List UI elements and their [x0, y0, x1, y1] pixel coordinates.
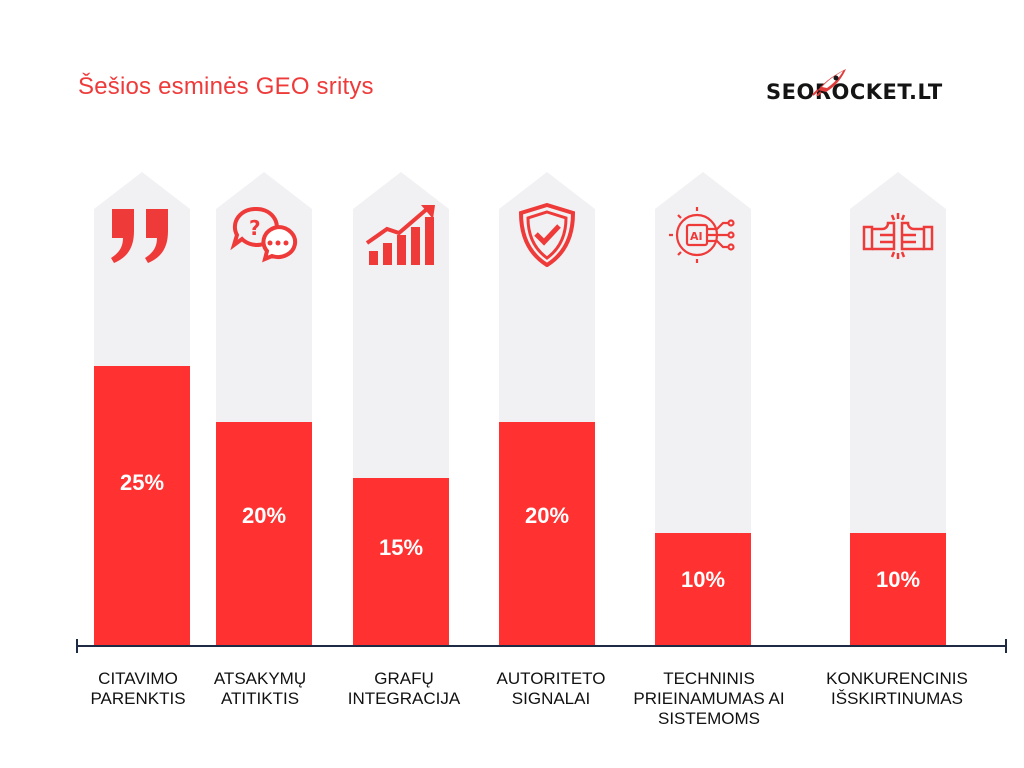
growth-chart-icon [365, 203, 437, 267]
category-label-line: IŠSKIRTINUMAS [831, 689, 963, 708]
category-label: ATSAKYMŲ ATITIKTIS [170, 669, 350, 709]
bar-column-5: AI 10% [655, 0, 751, 768]
chat-bubbles-icon: ? [228, 203, 300, 267]
chart-title: Šešios esminės GEO sritys [78, 73, 374, 100]
fist-bump-icon [862, 203, 934, 267]
bar-background-tip [94, 172, 190, 209]
x-axis-start-cap [76, 639, 78, 653]
logo-text: SEOROCKET.LT [766, 80, 943, 104]
category-label-line: PRIEINAMUMAS AI [633, 689, 785, 708]
shield-check-icon [511, 202, 583, 268]
category-label: AUTORITETO SIGNALAI [461, 669, 641, 709]
category-label-line: ATITIKTIS [220, 689, 300, 708]
bar-column-3: 15% [353, 0, 449, 768]
category-label-line: ATSAKYMŲ [213, 669, 307, 688]
bar-background-tip [499, 172, 595, 209]
x-axis-end-cap [1005, 639, 1007, 653]
category-label-line: AUTORITETO [496, 669, 606, 688]
bar-column-6: 10% [850, 0, 946, 768]
bar-column-1: 25% [94, 0, 190, 768]
bar [216, 421, 312, 645]
category-label-line: SIGNALAI [511, 689, 591, 708]
bar [499, 421, 595, 645]
category-label-line: TECHNINIS [663, 669, 755, 688]
bar [94, 366, 190, 645]
category-label: TECHNINIS PRIEINAMUMAS AI SISTEMOMS [619, 669, 799, 729]
category-label: GRAFŲ INTEGRACIJA [314, 669, 494, 709]
category-label-line: PARENKTIS [90, 689, 186, 708]
category-label: KONKURENCINIS IŠSKIRTINUMAS [807, 669, 987, 709]
category-label-line: GRAFŲ [374, 669, 434, 688]
rocket-icon [812, 69, 846, 96]
category-label: CITAVIMO PARENKTIS [48, 669, 228, 709]
quote-icon [106, 203, 178, 267]
ai-chip-icon: AI [667, 203, 739, 267]
category-label-line: CITAVIMO [98, 669, 178, 688]
bar-background-tip [850, 172, 946, 209]
bar-background-tip [216, 172, 312, 209]
bar [850, 533, 946, 645]
category-label-line: SISTEMOMS [657, 709, 760, 728]
seorocket-logo: SEOROCKET.LT [766, 66, 998, 110]
bar-value-label: 10% [680, 567, 726, 593]
category-label-line: INTEGRACIJA [347, 689, 461, 708]
bar [655, 533, 751, 645]
bar-column-2: ? 20% [216, 0, 312, 768]
bar [353, 477, 449, 645]
svg-text:AI: AI [690, 230, 703, 243]
category-label-line: KONKURENCINIS [826, 669, 968, 688]
bar-value-label: 20% [241, 502, 287, 528]
x-axis-line [76, 645, 1007, 647]
bar-value-label: 10% [875, 567, 921, 593]
bar-value-label: 25% [119, 470, 165, 496]
bar-value-label: 20% [524, 502, 570, 528]
svg-text:?: ? [249, 216, 261, 240]
bar-background-tip [353, 172, 449, 209]
bar-column-4: 20% [499, 0, 595, 768]
bar-value-label: 15% [378, 534, 424, 560]
bar-background-tip [655, 172, 751, 209]
